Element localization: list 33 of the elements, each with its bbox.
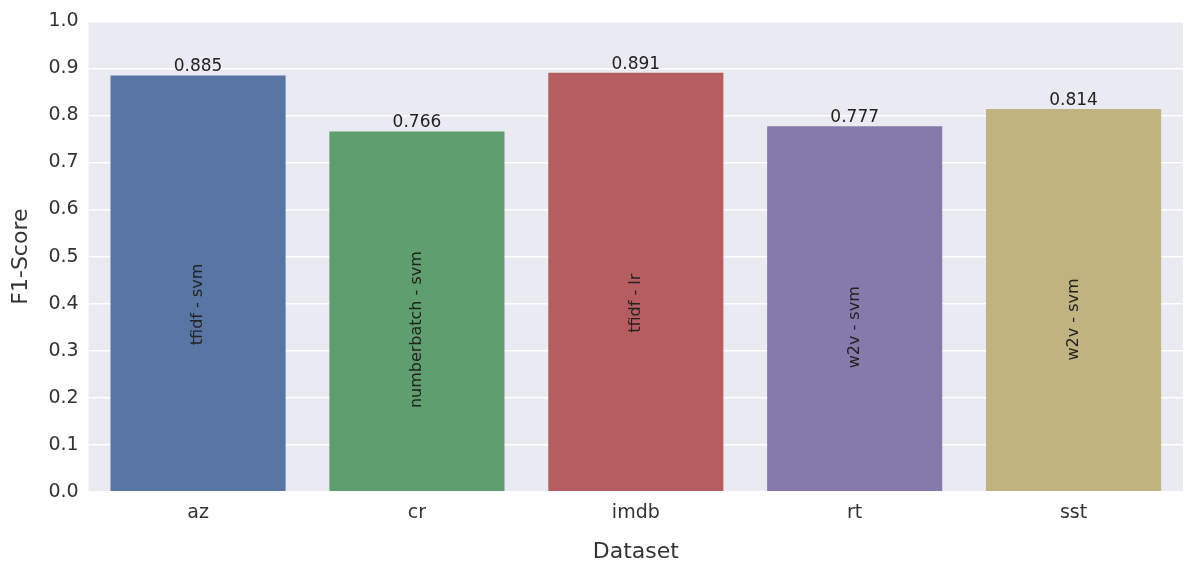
annotation: tfidf - lr bbox=[624, 273, 644, 333]
y-tick-label: 0.8 bbox=[48, 102, 79, 125]
data-label: 0.814 bbox=[1049, 88, 1098, 109]
annotation: numberbatch - svm bbox=[406, 251, 426, 409]
y-tick-label: 0.2 bbox=[48, 384, 79, 407]
data-label: 0.885 bbox=[173, 55, 223, 76]
y-tick-label: 0.9 bbox=[48, 55, 79, 78]
x-tick-label: sst bbox=[1059, 500, 1088, 523]
data-label: 0.766 bbox=[392, 111, 442, 132]
data-label: 0.777 bbox=[830, 106, 880, 127]
annotation: tfidf - svm bbox=[187, 263, 207, 346]
data-label: 0.891 bbox=[611, 52, 661, 73]
y-tick-label: 0.7 bbox=[48, 149, 79, 172]
x-tick-label: cr bbox=[407, 500, 427, 523]
y-tick-label: 0.4 bbox=[48, 290, 79, 313]
bar bbox=[986, 108, 1162, 492]
y-tick-label: 0.5 bbox=[48, 243, 79, 266]
bar bbox=[110, 75, 286, 492]
x-tick-label: az bbox=[187, 500, 209, 523]
bar bbox=[767, 126, 943, 492]
bar bbox=[329, 131, 505, 492]
x-axis-title: Dataset bbox=[592, 537, 680, 563]
annotation: w2v - svm bbox=[1062, 278, 1082, 361]
x-tick-label: imdb bbox=[611, 500, 660, 523]
y-tick-label: 0.0 bbox=[48, 478, 79, 501]
x-tick-label: rt bbox=[847, 500, 863, 523]
y-tick-label: 0.3 bbox=[48, 337, 79, 360]
y-tick-label: 0.6 bbox=[48, 196, 79, 219]
annotation: w2v - svm bbox=[843, 286, 863, 369]
bar bbox=[548, 72, 724, 492]
y-axis-title: F1-Score bbox=[6, 208, 32, 305]
y-tick-label: 1.0 bbox=[48, 8, 79, 31]
y-tick-label: 0.1 bbox=[48, 431, 79, 454]
